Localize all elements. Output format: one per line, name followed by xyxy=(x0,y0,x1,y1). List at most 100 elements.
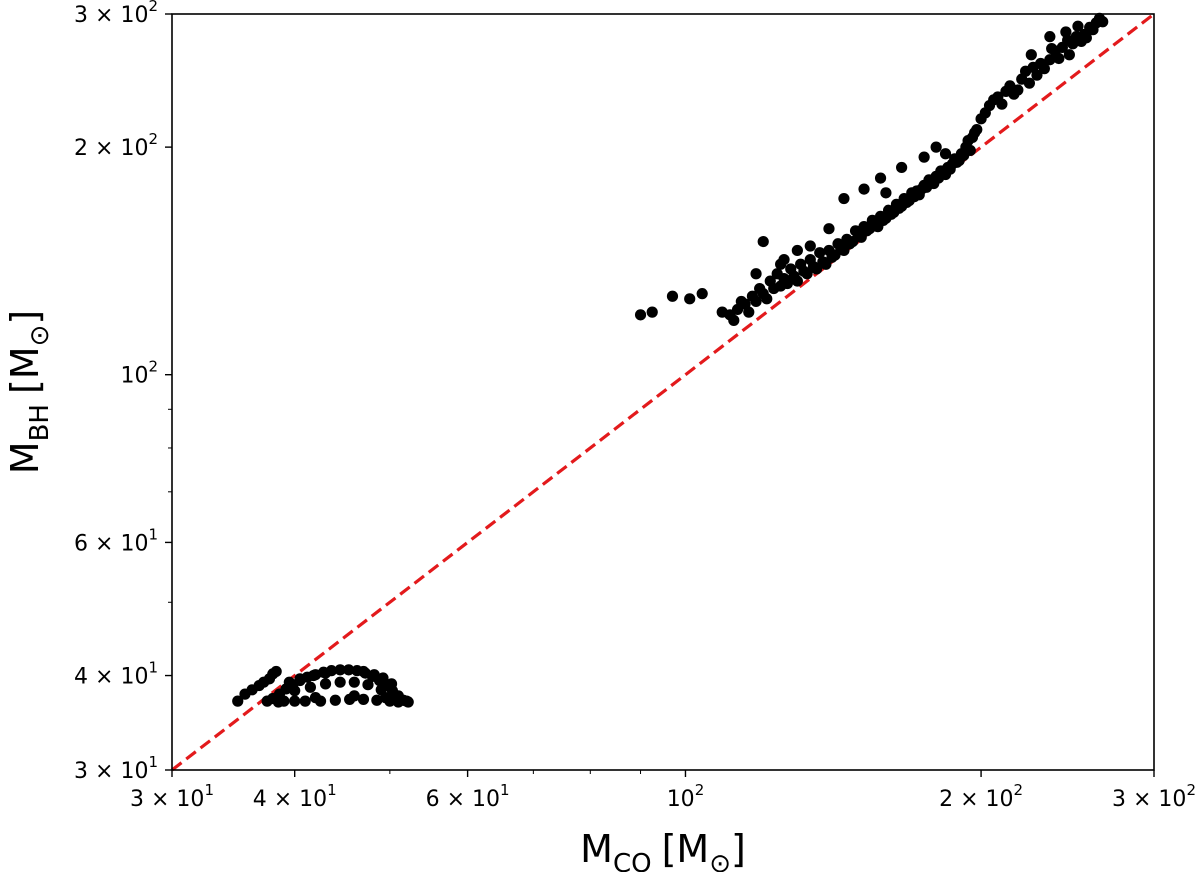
data-point xyxy=(1080,32,1092,44)
data-point xyxy=(289,685,301,697)
data-point xyxy=(1025,49,1037,61)
data-point xyxy=(838,192,850,205)
data-point xyxy=(775,258,787,270)
data-point xyxy=(696,288,708,300)
x-axis-label: MCO [M⊙] xyxy=(580,827,746,872)
x-label-sub: CO xyxy=(613,849,652,872)
data-point xyxy=(385,678,398,690)
data-point xyxy=(377,672,389,684)
data-point xyxy=(684,293,696,305)
x-tick-label-mantissa: 3 × 10 xyxy=(1112,787,1186,812)
data-point xyxy=(791,275,803,287)
data-point xyxy=(329,694,341,706)
data-points-layer xyxy=(232,12,1109,708)
data-point xyxy=(270,665,282,678)
data-point xyxy=(299,695,311,707)
x-tick-label-mantissa: 10 xyxy=(667,787,695,812)
data-point xyxy=(334,676,346,688)
data-point xyxy=(750,295,762,308)
data-point xyxy=(304,681,316,693)
data-point xyxy=(1053,52,1065,65)
y-tick-label-mantissa: 4 × 10 xyxy=(74,665,148,690)
y-tick-label-mantissa: 3 × 10 xyxy=(74,3,148,28)
data-point xyxy=(971,123,983,136)
reference-line-layer xyxy=(171,12,1155,772)
y-tick-label-exponent: 1 xyxy=(148,753,158,771)
data-point xyxy=(1023,77,1036,89)
x-tick-label-mantissa: 6 × 10 xyxy=(426,787,500,812)
x-tick-label: 3 × 101 xyxy=(130,781,214,812)
data-point xyxy=(319,667,332,679)
y-tick-label: 4 × 101 xyxy=(74,659,158,690)
data-point xyxy=(309,692,322,704)
x-tick-label: 4 × 101 xyxy=(253,781,337,812)
data-point xyxy=(1012,84,1024,96)
y-tick-label: 102 xyxy=(120,358,158,389)
x-label-main: M xyxy=(580,827,613,871)
data-point xyxy=(357,665,370,678)
data-point xyxy=(261,695,273,707)
tick-labels-layer: 3 × 101 4 × 101 6 × 101 102 2 × 102 3 × 1023 … xyxy=(74,0,1196,812)
x-tick-label-exponent: 1 xyxy=(500,781,510,799)
data-point xyxy=(918,151,930,163)
y-label-unit-sub: ⊙ xyxy=(25,325,55,347)
y-tick-label-exponent: 2 xyxy=(148,0,158,15)
data-point xyxy=(357,693,370,705)
data-point xyxy=(896,161,908,174)
x-tick-label-mantissa: 2 × 10 xyxy=(939,787,1013,812)
data-point xyxy=(814,247,826,259)
y-tick-label-exponent: 2 xyxy=(148,130,158,148)
x-label-unit-sub: ⊙ xyxy=(709,849,731,872)
data-point xyxy=(1060,26,1072,38)
data-point xyxy=(823,223,835,235)
series-high-mass-branch xyxy=(634,12,1109,326)
y-axis-label: MBH [M⊙] xyxy=(3,310,55,474)
ticks-layer xyxy=(165,13,1155,777)
y-tick-label-exponent: 1 xyxy=(148,525,158,543)
data-point xyxy=(1072,20,1084,32)
data-point xyxy=(801,268,813,280)
data-point xyxy=(307,669,320,682)
x-tick-label-exponent: 1 xyxy=(327,781,337,799)
x-tick-label: 3 × 102 xyxy=(1112,781,1196,812)
data-point xyxy=(743,306,755,318)
data-point xyxy=(362,679,374,691)
data-point xyxy=(858,183,870,195)
x-tick-label-exponent: 2 xyxy=(1014,781,1024,799)
x-tick-label-mantissa: 4 × 10 xyxy=(253,787,327,812)
data-point xyxy=(880,187,892,199)
data-point xyxy=(666,290,679,302)
y-tick-label-mantissa: 6 × 10 xyxy=(74,531,148,556)
y-tick-label: 3 × 102 xyxy=(74,0,158,28)
data-point xyxy=(371,694,383,706)
y-tick-label: 3 × 101 xyxy=(74,753,158,784)
data-point xyxy=(272,696,284,708)
data-point xyxy=(1031,69,1043,81)
data-point xyxy=(728,314,740,326)
data-point xyxy=(634,309,647,321)
y-label-unit: [M xyxy=(3,346,47,394)
data-point xyxy=(996,98,1008,110)
x-tick-label-mantissa: 3 × 10 xyxy=(130,787,204,812)
data-point xyxy=(348,690,360,702)
x-label-unit-close: ] xyxy=(731,827,746,871)
data-point xyxy=(1044,54,1056,66)
x-tick-label: 6 × 101 xyxy=(426,781,510,812)
data-point xyxy=(1044,31,1056,43)
data-point xyxy=(334,664,346,676)
data-point xyxy=(400,695,413,707)
data-point xyxy=(379,692,392,704)
data-point xyxy=(388,690,400,702)
y-tick-label: 6 × 101 xyxy=(74,525,158,556)
x-tick-label: 2 × 102 xyxy=(939,781,1023,812)
y-tick-label: 2 × 102 xyxy=(74,130,158,161)
data-point xyxy=(964,144,976,157)
plot-frame xyxy=(171,13,1155,771)
x-tick-label: 102 xyxy=(667,781,705,812)
y-tick-label-mantissa: 2 × 10 xyxy=(74,136,148,161)
data-point xyxy=(781,277,794,290)
y-label-main: M xyxy=(3,441,47,474)
data-point xyxy=(791,244,803,257)
x-tick-label-exponent: 2 xyxy=(1186,781,1196,799)
